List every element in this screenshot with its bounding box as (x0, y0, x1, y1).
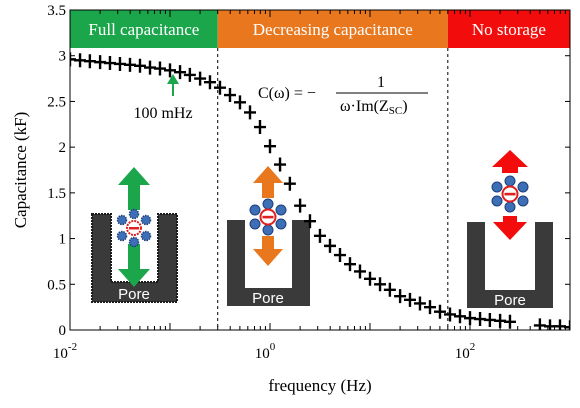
data-point (323, 238, 336, 253)
data-point (364, 271, 376, 286)
data-point (274, 157, 287, 172)
y-tick-label: 2.5 (47, 94, 66, 110)
band-label-no-storage: No storage (472, 20, 546, 39)
red-arrow-down-icon (493, 216, 527, 240)
y-tick-label: 2 (59, 140, 67, 156)
data-point (413, 296, 426, 311)
orange-arrow-up-icon (253, 166, 283, 198)
data-point (294, 198, 307, 213)
data-point (153, 61, 166, 76)
x-tick-label: 102 (455, 341, 476, 362)
green-arrow-up-icon (118, 167, 150, 210)
data-point (344, 257, 357, 272)
data-point (313, 228, 326, 243)
data-point (453, 309, 466, 324)
data-point (183, 67, 196, 82)
data-point (464, 311, 476, 326)
y-tick-label: 3.5 (47, 3, 66, 19)
data-point (233, 95, 246, 110)
data-point (383, 282, 396, 297)
plot-frame (69, 9, 571, 331)
data-point (164, 63, 176, 78)
y-axis: 0 0.5 1 1.5 2 2.5 3 3.5 (47, 3, 570, 339)
ion-cluster-3-icon (491, 175, 529, 213)
pore-illustration-full: Pore (91, 167, 178, 303)
band-label-full-capacitance: Full capacitance (88, 20, 199, 39)
red-arrow-up-icon (492, 150, 528, 173)
formula-lhs: C(ω) = − (258, 85, 316, 102)
data-series (70, 52, 570, 330)
y-tick-label: 1.5 (47, 186, 66, 202)
data-point (564, 320, 570, 330)
formula-denominator: ω·Im(ZSC) (340, 98, 408, 117)
data-point (83, 54, 96, 69)
ion-cluster-2-icon (249, 198, 287, 236)
data-point (333, 248, 346, 263)
data-point (423, 300, 436, 315)
green-arrow-down-icon (118, 244, 150, 287)
data-point (374, 277, 387, 292)
data-point (403, 292, 416, 307)
data-point (533, 318, 546, 330)
capacitance-formula: C(ω) = − 1 ω·Im(ZSC) (258, 74, 428, 117)
orange-arrow-down-icon (253, 236, 283, 266)
data-point (433, 304, 446, 319)
y-tick-label: 1 (59, 232, 67, 248)
x-tick-label: 10-2 (53, 341, 77, 362)
formula-numerator: 1 (377, 74, 385, 91)
band-label-decreasing-capacitance: Decreasing capacitance (253, 20, 413, 39)
pore-shape-2 (227, 220, 310, 306)
data-point (303, 214, 316, 229)
marker-annotation: 100 mHz (133, 74, 193, 122)
data-point (503, 314, 516, 329)
data-point (283, 176, 296, 191)
pore-label-2: Pore (252, 290, 284, 307)
x-axis-title: frequency (Hz) (268, 376, 371, 395)
pore-label-1: Pore (118, 286, 150, 303)
band-decreasing-capacitance (217, 10, 448, 48)
marker-label: 100 mHz (133, 105, 192, 122)
data-point (394, 289, 407, 304)
data-point (133, 58, 146, 73)
band-full-capacitance (70, 10, 218, 48)
pore-illustration-decreasing: Pore (227, 166, 310, 307)
ion-cluster-1-icon (116, 208, 152, 248)
y-axis-title: Capacitance (kF) (11, 112, 30, 229)
data-point (174, 65, 187, 80)
data-point (483, 312, 496, 327)
data-point (194, 71, 207, 86)
pore-shape-3 (467, 222, 553, 308)
pore-illustration-no-storage: Pore (467, 150, 553, 309)
data-point (244, 105, 257, 120)
data-point (264, 139, 276, 154)
region-bands: Full capacitance Decreasing capacitance … (70, 10, 570, 48)
data-point (203, 75, 216, 90)
data-point (553, 319, 566, 330)
band-no-storage (447, 10, 570, 48)
y-tick-label: 0.5 (47, 277, 66, 293)
y-tick-label: 3 (59, 49, 67, 65)
data-point (70, 52, 76, 67)
data-point (223, 88, 236, 103)
x-axis: 10-2 100 102 (53, 10, 566, 362)
marker-arrow-head (167, 74, 179, 84)
data-point (353, 264, 366, 279)
data-point (213, 80, 226, 95)
data-point (444, 307, 457, 322)
pore-label-3: Pore (494, 292, 526, 309)
data-point (113, 56, 126, 71)
x-tick-label: 100 (255, 341, 276, 362)
data-point (103, 56, 116, 71)
y-tick-label: 0 (59, 323, 67, 339)
data-point (253, 120, 266, 135)
